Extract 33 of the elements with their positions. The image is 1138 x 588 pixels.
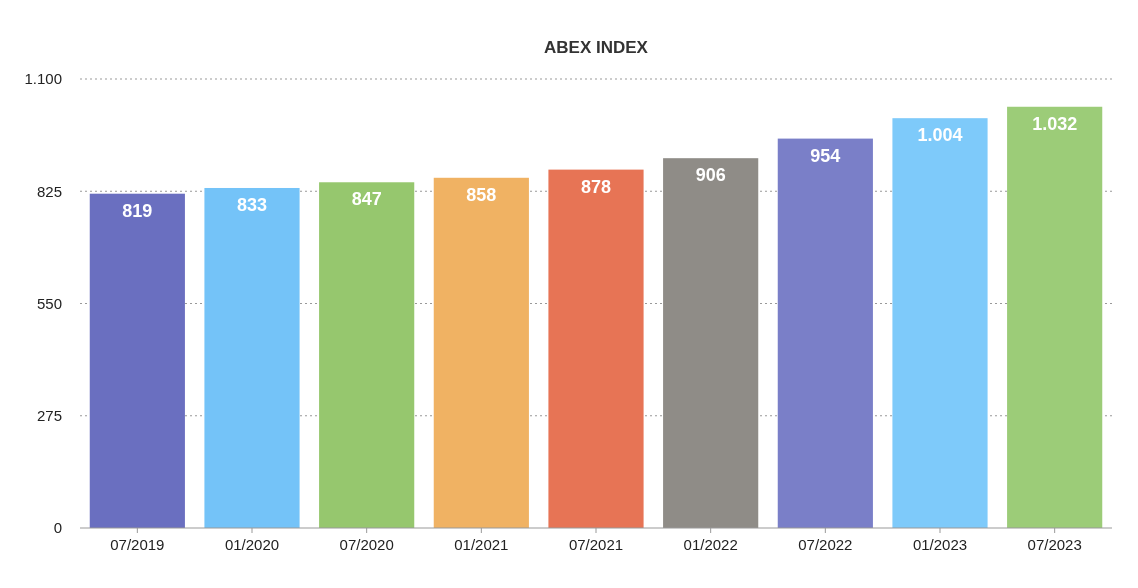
bar (433, 177, 529, 528)
data-label: 954 (810, 145, 841, 166)
data-label: 906 (695, 165, 726, 186)
data-label: 878 (580, 176, 612, 197)
y-tick-label: 825 (36, 182, 62, 200)
data-label: 833 (236, 194, 268, 215)
bar (663, 158, 759, 528)
x-tick-label: 01/2023 (912, 536, 968, 553)
y-tick-label: 1.100 (24, 70, 62, 88)
x-tick-label: 07/2020 (339, 536, 394, 553)
data-label: 1.032 (1032, 113, 1078, 134)
bar (1007, 106, 1103, 528)
data-label: 1.004 (917, 125, 963, 146)
data-label: 819 (122, 200, 153, 221)
bar (548, 169, 644, 528)
x-tick-label: 01/2021 (454, 536, 509, 553)
chart-title: ABEX INDEX (544, 38, 649, 57)
y-tick-label: 275 (36, 407, 62, 424)
data-label: 858 (466, 184, 497, 205)
bar (89, 193, 185, 528)
y-tick-label: 0 (53, 519, 62, 537)
bar (319, 182, 415, 528)
data-label: 847 (351, 189, 382, 210)
x-tick-label: 07/2019 (110, 536, 165, 553)
x-tick-label: 07/2023 (1027, 536, 1082, 553)
x-tick-label: 01/2020 (224, 536, 280, 553)
bar (777, 138, 873, 528)
y-tick-label: 550 (36, 294, 62, 312)
x-tick-label: 01/2022 (683, 536, 738, 553)
x-tick-label: 07/2021 (568, 536, 624, 553)
x-tick-label: 07/2022 (798, 536, 853, 553)
bar (204, 187, 300, 528)
bar (892, 118, 988, 528)
